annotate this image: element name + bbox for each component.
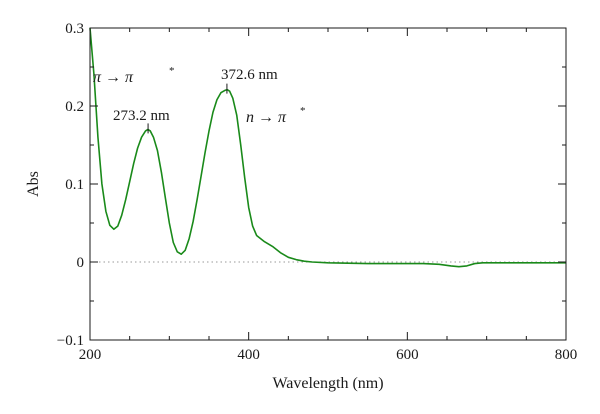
plot-frame xyxy=(89,27,567,341)
x-tick-label: 400 xyxy=(237,347,260,363)
axes-layer: 200 400 600 800 −0.1 0 0.1 0.2 0.3 xyxy=(57,21,577,363)
transition-label-1: π → π xyxy=(93,69,134,86)
transition-sup-1: * xyxy=(169,65,175,77)
peak-label-1: 273.2 nm xyxy=(113,108,170,124)
x-tick-label: 200 xyxy=(79,347,102,363)
y-tick-label: 0.3 xyxy=(65,21,84,37)
y-tick-label: 0.2 xyxy=(65,99,84,115)
y-tick-label: 0 xyxy=(77,255,85,271)
x-tick-label: 600 xyxy=(396,347,419,363)
peak-label-2: 372.6 nm xyxy=(221,67,278,83)
transition-label-2: n → π xyxy=(246,109,287,126)
x-tick-label: 800 xyxy=(555,347,578,363)
annotation-layer: 273.2 nm π → π * 372.6 nm n → π * xyxy=(93,65,306,134)
y-tick-label: −0.1 xyxy=(57,333,84,349)
y-tick-label: 0.1 xyxy=(65,177,84,193)
series-line-0 xyxy=(89,27,566,268)
x-axis-title: Wavelength (nm) xyxy=(272,375,383,392)
y-axis-title: Abs xyxy=(25,171,42,197)
transition-sup-2: * xyxy=(300,105,306,117)
series-layer xyxy=(89,27,566,268)
